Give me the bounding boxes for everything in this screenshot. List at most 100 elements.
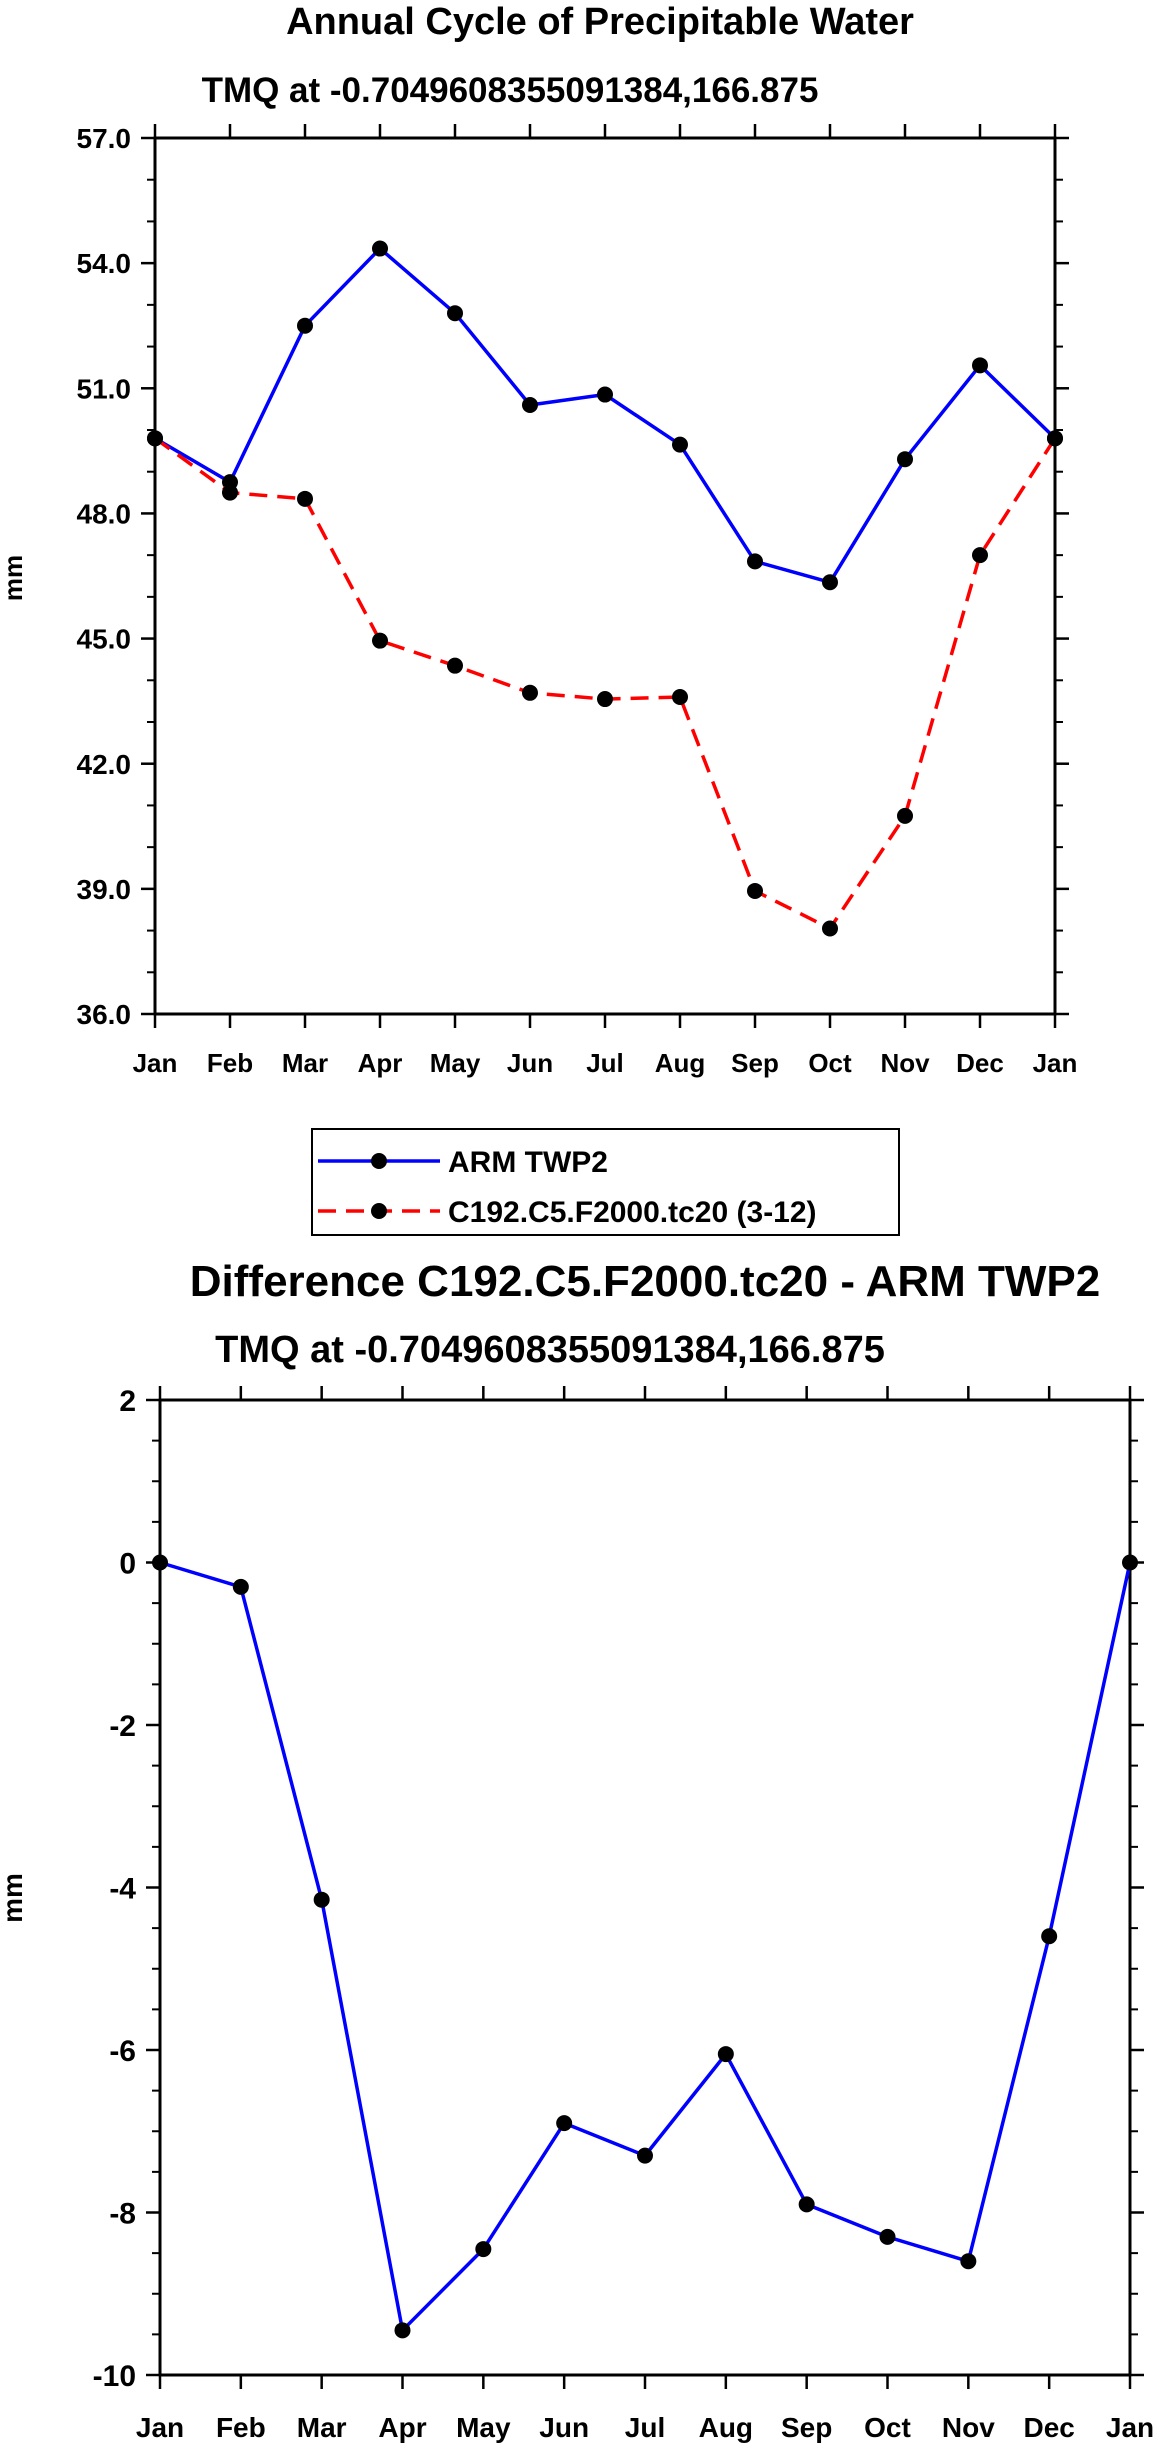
x-tick-label: Mar bbox=[282, 1048, 328, 1078]
chart1-ylabel: mm bbox=[0, 555, 28, 601]
x-tick-label: Aug bbox=[655, 1048, 706, 1078]
y-tick-label: -4 bbox=[109, 1872, 136, 1905]
legend-marker-arm-twp2 bbox=[371, 1153, 387, 1169]
y-tick-label: -2 bbox=[109, 1710, 136, 1743]
y-tick-label: 39.0 bbox=[77, 874, 132, 905]
x-tick-label: Jan bbox=[136, 2412, 184, 2443]
chart2-title: Difference C192.C5.F2000.tc20 - ARM TWP2 bbox=[190, 1257, 1100, 1306]
series-0-point bbox=[897, 451, 913, 468]
y-tick-label: 0 bbox=[119, 1547, 136, 1580]
series-0-point bbox=[447, 305, 463, 322]
x-tick-label: Jan bbox=[1033, 1048, 1078, 1078]
y-tick-label: 45.0 bbox=[77, 624, 132, 655]
series-1-point bbox=[447, 657, 463, 674]
series-0-point bbox=[297, 317, 313, 334]
x-tick-label: Jul bbox=[625, 2412, 665, 2443]
series-0-point bbox=[717, 2046, 734, 2063]
series-0-point bbox=[960, 2253, 977, 2270]
x-tick-label: Oct bbox=[864, 2412, 911, 2443]
chart1-title: Annual Cycle of Precipitable Water bbox=[286, 1, 914, 43]
x-tick-label: Feb bbox=[216, 2412, 266, 2443]
legend: ARM TWP2 C192.C5.F2000.tc20 (3-12) bbox=[311, 1128, 900, 1236]
series-1-point bbox=[672, 688, 688, 705]
series-1-point bbox=[522, 684, 538, 701]
series-0-point bbox=[879, 2228, 896, 2245]
x-tick-label: Mar bbox=[297, 2412, 347, 2443]
y-tick-label: 42.0 bbox=[77, 749, 132, 780]
chart1-axes: 36.0 39.0 42.0 45.0 48.0 51.0 54.0 57.0 Jan Feb Ma… bbox=[77, 123, 1078, 1078]
x-tick-label: May bbox=[456, 2412, 511, 2443]
x-tick-label: Aug bbox=[699, 2412, 753, 2443]
y-tick-label: -10 bbox=[93, 2360, 136, 2393]
series-0-point bbox=[232, 1578, 249, 1595]
x-tick-label: Dec bbox=[1023, 2412, 1074, 2443]
series-1-point bbox=[1047, 430, 1063, 447]
series-1-point bbox=[597, 691, 613, 708]
series-0-point bbox=[475, 2241, 492, 2258]
x-tick-label: Nov bbox=[942, 2412, 995, 2443]
series-0-point bbox=[152, 1554, 168, 1571]
x-tick-label: Oct bbox=[808, 1048, 852, 1078]
y-tick-label: 54.0 bbox=[77, 248, 132, 279]
chart1-frame bbox=[153, 136, 1057, 1016]
legend-label-model: C192.C5.F2000.tc20 (3-12) bbox=[448, 1196, 817, 1229]
legend-marker-model bbox=[371, 1203, 387, 1219]
x-tick-label: Sep bbox=[731, 1048, 779, 1078]
x-tick-label: Apr bbox=[358, 1048, 403, 1078]
series-0-point bbox=[556, 2115, 573, 2132]
x-tick-label: Apr bbox=[378, 2412, 426, 2443]
series-0-point bbox=[1041, 1928, 1058, 1945]
series-0-point bbox=[747, 553, 763, 570]
series-1-point bbox=[822, 920, 838, 937]
series-0-point bbox=[1122, 1554, 1138, 1571]
series-1-point bbox=[972, 547, 988, 564]
series-0-point bbox=[972, 357, 988, 374]
x-tick-label: Jan bbox=[133, 1048, 178, 1078]
y-tick-label: 51.0 bbox=[77, 373, 132, 404]
series-0-point bbox=[798, 2196, 815, 2213]
y-tick-label: 2 bbox=[119, 1385, 136, 1418]
x-tick-label: Jun bbox=[539, 2412, 589, 2443]
annual-cycle-chart: Annual Cycle of Precipitable Water TMQ a… bbox=[0, 1, 1077, 1078]
chart2-axes: -10 -8 -6 -4 -2 0 2 Jan Feb Mar Apr May Jun Jul Aug Sep… bbox=[93, 1385, 1154, 2443]
x-tick-label: Sep bbox=[781, 2412, 832, 2443]
series-0-point bbox=[394, 2322, 411, 2339]
y-tick-label: -6 bbox=[109, 2035, 136, 2068]
series-1-point bbox=[147, 430, 163, 447]
legend-box bbox=[311, 1128, 900, 1236]
series-1-point bbox=[372, 632, 388, 649]
x-tick-label: Feb bbox=[207, 1048, 253, 1078]
y-tick-label: 36.0 bbox=[77, 999, 132, 1030]
x-tick-label: May bbox=[430, 1048, 481, 1078]
y-tick-label: -8 bbox=[109, 2197, 136, 2230]
x-tick-label: Dec bbox=[956, 1048, 1004, 1078]
chart2-subtitle: TMQ at -0.7049608355091384,166.875 bbox=[215, 1329, 885, 1371]
difference-chart: Difference C192.C5.F2000.tc20 - ARM TWP2… bbox=[0, 1257, 1154, 2443]
series-0-point bbox=[313, 1891, 330, 1908]
chart2-series bbox=[152, 1554, 1138, 2339]
x-tick-label: Jul bbox=[586, 1048, 624, 1078]
series-1-point bbox=[222, 484, 238, 501]
y-tick-label: 48.0 bbox=[77, 499, 132, 530]
series-0-point bbox=[597, 386, 613, 403]
chart1-series bbox=[147, 240, 1063, 937]
x-tick-label: Nov bbox=[880, 1048, 930, 1078]
chart1-subtitle: TMQ at -0.7049608355091384,166.875 bbox=[202, 71, 819, 110]
series-1-point bbox=[897, 807, 913, 824]
series-0-point bbox=[637, 2147, 653, 2164]
chart2-frame bbox=[158, 1398, 1132, 2377]
x-tick-label: Jan bbox=[1106, 2412, 1154, 2443]
series-0-point bbox=[822, 574, 838, 591]
series-line-1 bbox=[153, 436, 1057, 931]
series-0-point bbox=[522, 396, 538, 413]
series-1-point bbox=[747, 882, 763, 899]
series-line-0 bbox=[154, 246, 1057, 585]
series-line-0 bbox=[159, 1560, 1132, 2333]
series-1-point bbox=[297, 490, 313, 507]
chart2-ylabel: mm bbox=[0, 1873, 28, 1923]
legend-label-arm-twp2: ARM TWP2 bbox=[448, 1146, 608, 1179]
series-0-point bbox=[372, 240, 388, 257]
y-tick-label: 57.0 bbox=[77, 123, 132, 154]
x-tick-label: Jun bbox=[507, 1048, 553, 1078]
